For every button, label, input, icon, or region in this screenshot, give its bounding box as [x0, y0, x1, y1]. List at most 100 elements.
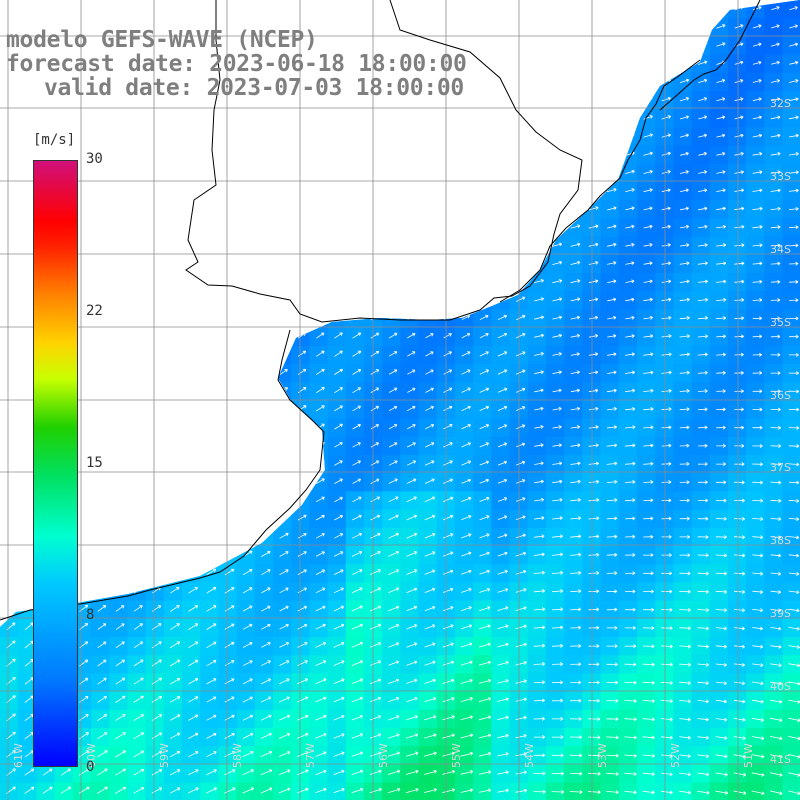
wind-arrow — [606, 188, 617, 193]
wind-arrow — [697, 644, 709, 649]
wind-arrow — [297, 587, 307, 594]
wind-arrow — [279, 532, 289, 539]
wind-arrow — [261, 623, 271, 630]
wind-arrow — [588, 516, 600, 521]
wind-arrow — [515, 351, 526, 357]
wind-arrow — [716, 462, 727, 467]
wind-arrow — [351, 641, 364, 648]
wind-arrow — [534, 497, 545, 502]
wind-arrow — [388, 569, 400, 575]
wind-arrow — [515, 551, 527, 557]
wind-arrow — [115, 659, 125, 667]
wind-arrow — [752, 425, 763, 430]
wind-arrow — [752, 590, 764, 594]
wind-arrow — [716, 24, 726, 29]
wind-arrow — [570, 406, 581, 411]
wind-arrow — [461, 515, 472, 521]
wind-arrow — [115, 605, 125, 612]
wind-arrow — [679, 480, 690, 485]
wind-arrow — [551, 643, 564, 648]
wind-arrow — [442, 606, 454, 612]
wind-arrow — [406, 569, 418, 575]
wind-arrow — [679, 589, 691, 594]
wind-arrow — [425, 442, 435, 448]
wind-arrow — [425, 333, 434, 339]
wind-arrow — [752, 517, 764, 521]
wind-arrow — [369, 587, 382, 594]
wind-arrow — [698, 97, 708, 102]
wind-arrow — [661, 334, 672, 339]
wind-arrow — [606, 516, 618, 521]
wind-arrow — [607, 370, 617, 375]
wind-arrow — [497, 533, 508, 539]
wind-arrow — [97, 605, 107, 612]
wind-arrow — [734, 352, 744, 357]
wind-arrow — [606, 461, 618, 466]
wind-arrow — [588, 644, 600, 648]
wind-arrow — [424, 606, 436, 612]
longitude-label: 56W — [377, 743, 390, 768]
wind-arrow — [642, 644, 655, 649]
wind-arrow — [497, 515, 508, 520]
wind-arrow — [461, 387, 471, 393]
wind-arrow — [788, 425, 800, 430]
wind-arrow — [516, 406, 526, 411]
wind-arrow — [752, 352, 763, 357]
wind-arrow — [643, 534, 654, 539]
wind-arrow — [788, 97, 799, 102]
wind-arrow — [752, 444, 763, 448]
wind-arrow — [752, 115, 762, 120]
wind-arrow — [734, 133, 744, 138]
wind-arrow — [516, 479, 526, 484]
wind-arrow — [242, 642, 253, 648]
wind-arrow — [606, 443, 618, 448]
wind-arrow — [734, 626, 745, 631]
wind-arrow — [352, 478, 362, 484]
wind-arrow — [442, 587, 454, 593]
wind-arrow — [734, 115, 744, 120]
wind-arrow — [442, 660, 455, 666]
wind-arrow — [534, 315, 544, 320]
wind-arrow — [388, 532, 399, 539]
wind-arrow — [515, 533, 526, 539]
wind-arrow — [716, 115, 726, 120]
wind-arrow — [788, 407, 800, 412]
wind-arrow — [697, 462, 708, 466]
wind-arrow — [188, 605, 199, 612]
wind-arrow — [643, 370, 654, 375]
wind-arrow — [734, 370, 744, 375]
wind-arrow — [679, 461, 690, 466]
wind-arrow — [733, 535, 746, 540]
wind-arrow — [588, 206, 599, 211]
wind-arrow — [788, 334, 799, 339]
wind-arrow — [606, 534, 618, 539]
wind-arrow — [734, 188, 745, 193]
wind-arrow — [734, 79, 744, 83]
wind-arrow — [188, 659, 199, 667]
wind-arrow — [352, 496, 362, 503]
wind-arrow — [533, 552, 545, 557]
wind-arrow — [261, 660, 271, 667]
wind-arrow — [424, 569, 436, 575]
wind-arrow — [570, 370, 580, 375]
wind-arrow — [406, 478, 417, 484]
wind-arrow — [297, 350, 307, 357]
wind-arrow — [352, 387, 362, 394]
wind-arrow — [352, 369, 362, 375]
latitude-label: 39S — [770, 607, 791, 620]
wind-arrow — [752, 170, 763, 175]
wind-arrow — [406, 532, 418, 539]
wind-arrow — [625, 352, 635, 357]
wind-arrow — [442, 642, 454, 648]
wind-arrow — [679, 607, 691, 612]
wind-arrow — [770, 407, 781, 412]
wind-arrow — [388, 514, 399, 521]
wind-arrow — [679, 115, 690, 120]
wind-arrow — [242, 569, 253, 576]
wind-arrow — [351, 551, 363, 557]
wind-arrow — [478, 624, 491, 630]
wind-arrow — [788, 553, 800, 558]
wind-arrow — [752, 261, 763, 266]
wind-arrow — [606, 425, 618, 430]
